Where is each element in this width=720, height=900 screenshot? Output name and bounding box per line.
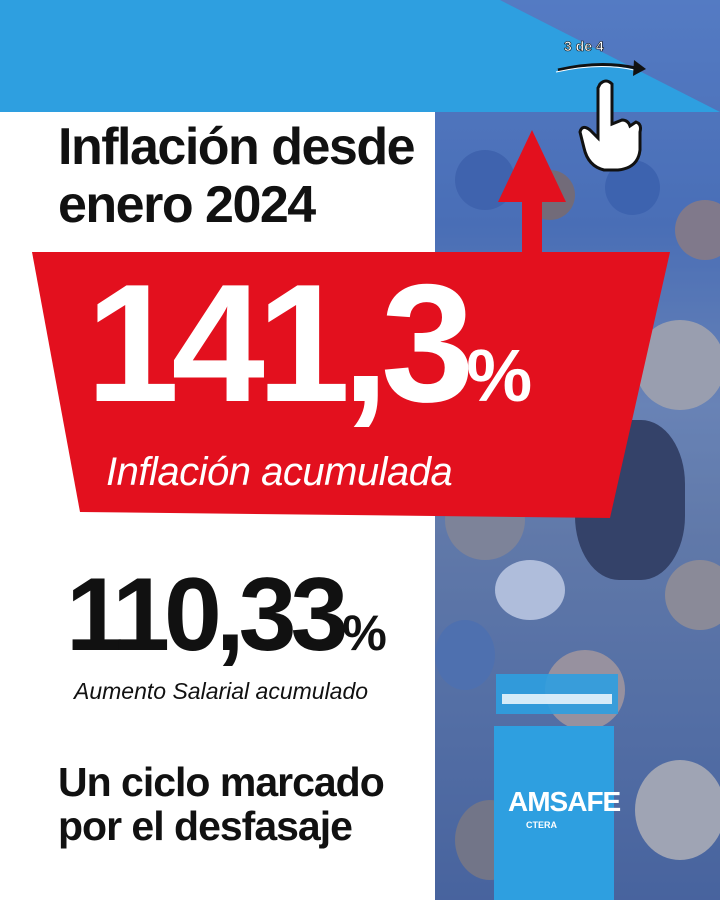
headline-line-2: enero 2024 (58, 176, 316, 234)
closing-line-1: Un ciclo marcado (58, 759, 385, 805)
inflation-unit: % (466, 334, 532, 417)
ctera-logo: CTERA (526, 820, 557, 830)
closing-line-2: por el desfasaje (58, 803, 353, 849)
salary-number: 110,33 (66, 557, 348, 673)
inflation-value: 141,3% (86, 258, 532, 461)
pager-label: 3 de 4 (564, 38, 604, 55)
closing-statement: Un ciclo marcado por el desfasaje (58, 759, 385, 849)
inflation-label: Inflación acumulada (106, 450, 453, 494)
headline-line-1: Inflación desde (58, 118, 416, 176)
inflation-highlight-box (32, 130, 670, 518)
tap-hand-icon (578, 79, 642, 172)
salary-value: 110,33% (66, 557, 387, 688)
swipe-indicator[interactable]: 3 de 4 (550, 34, 660, 184)
headline: Inflación desde enero 2024 (58, 118, 416, 234)
salary-unit: % (342, 605, 386, 661)
amsafe-logo: AMSAFE (508, 786, 621, 817)
inflation-number: 141,3 (86, 249, 474, 437)
arrow-up-icon (498, 130, 566, 202)
swipe-arrow-icon (555, 60, 646, 76)
protest-banner (496, 674, 618, 714)
amsafe-sign: AMSAFE CTERA (494, 726, 621, 900)
top-banner (0, 0, 720, 112)
salary-label: Aumento Salarial acumulado (74, 678, 369, 704)
